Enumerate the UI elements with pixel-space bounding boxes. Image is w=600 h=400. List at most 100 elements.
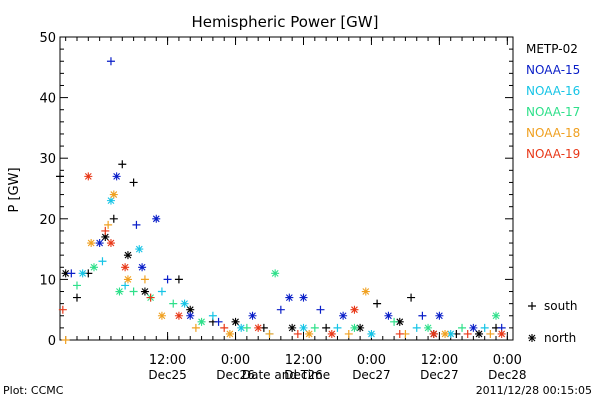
series-metp-02 (56, 160, 501, 338)
star-stroke (115, 287, 124, 296)
plus-stroke (390, 317, 399, 326)
plus-stroke (220, 323, 229, 332)
data-point (412, 323, 421, 332)
data-point (174, 275, 183, 284)
data-point (271, 269, 280, 278)
plus-stroke (72, 281, 81, 290)
plus-stroke (98, 257, 107, 266)
data-point (72, 281, 81, 290)
x-tick-label: 0:00 (221, 353, 250, 368)
data-point (339, 311, 348, 320)
plus-stroke (373, 299, 382, 308)
data-point (84, 172, 93, 181)
star-stroke (152, 214, 161, 223)
y-tick-label: 20 (39, 213, 56, 228)
plus-stroke (118, 160, 127, 169)
x-tick-label: 12:00 (421, 353, 458, 368)
star-stroke (492, 311, 501, 320)
star-stroke (528, 334, 536, 342)
data-point (356, 323, 365, 332)
plus-stroke (146, 293, 155, 302)
data-point (361, 287, 370, 296)
plus-stroke (276, 305, 285, 314)
data-point (186, 305, 195, 314)
data-point (242, 323, 251, 332)
legend-north-label: north (544, 331, 576, 345)
x-tick-label: 0:00 (493, 353, 522, 368)
data-point (288, 323, 297, 332)
y-tick-label: 50 (39, 31, 56, 46)
x-tick-date-label: Dec27 (420, 368, 459, 382)
data-point (129, 178, 138, 187)
plot-credit: Plot: CCMC (3, 384, 64, 397)
data-point (316, 305, 325, 314)
data-point (58, 305, 67, 314)
data-point (350, 305, 359, 314)
plus-stroke (56, 172, 64, 181)
data-point (109, 214, 118, 223)
star-stroke (157, 311, 166, 320)
star-stroke (497, 329, 506, 338)
star-stroke (89, 263, 98, 272)
y-tick-label: 30 (39, 152, 56, 167)
star-stroke (339, 311, 348, 320)
data-point (118, 160, 127, 169)
star-stroke (101, 232, 110, 241)
star-stroke (441, 329, 450, 338)
data-point (140, 287, 149, 296)
data-point (61, 336, 70, 344)
x-tick-date-label: Dec27 (352, 368, 391, 382)
star-stroke (446, 329, 455, 338)
data-point (333, 323, 342, 332)
data-point (123, 251, 132, 260)
plus-stroke (163, 275, 172, 284)
data-point (458, 323, 467, 332)
plus-stroke (407, 293, 416, 302)
data-point (407, 293, 416, 302)
data-point (191, 323, 200, 332)
legend-entry: METP-02 (526, 42, 578, 56)
axes: 0102030405012:00Dec250:00Dec2612:00Dec26… (7, 31, 527, 382)
data-point (78, 269, 87, 278)
legend-entry: NOAA-15 (526, 63, 580, 77)
plus-stroke (140, 275, 149, 284)
data-point (140, 275, 149, 284)
data-points (56, 57, 506, 344)
plus-stroke (121, 281, 130, 290)
star-stroke (429, 329, 438, 338)
data-point (112, 172, 121, 181)
data-point (424, 323, 433, 332)
data-point (106, 196, 115, 205)
star-stroke (87, 239, 96, 248)
star-stroke (384, 311, 393, 320)
plus-stroke (132, 220, 141, 229)
star-stroke (356, 323, 365, 332)
data-point (101, 226, 110, 235)
data-point (132, 220, 141, 229)
star-stroke (186, 305, 195, 314)
star-stroke (106, 196, 115, 205)
star-stroke (288, 323, 297, 332)
x-tick-date-label: Dec26 (216, 368, 255, 382)
data-point (106, 57, 115, 66)
data-point (254, 323, 263, 332)
data-point (135, 245, 144, 254)
star-stroke (327, 329, 336, 338)
star-stroke (367, 329, 376, 338)
star-stroke (469, 323, 478, 332)
data-point (299, 293, 308, 302)
data-point (101, 232, 110, 241)
plus-stroke (333, 323, 342, 332)
data-point (475, 329, 484, 338)
data-point (180, 299, 189, 308)
y-axis-label: P [GW] (7, 167, 22, 212)
star-stroke (299, 323, 308, 332)
star-stroke (180, 299, 189, 308)
plus-stroke (528, 302, 536, 310)
star-stroke (186, 311, 195, 320)
x-tick-label: 0:00 (357, 353, 386, 368)
data-point (95, 239, 104, 248)
series-noaa-19 (58, 172, 506, 338)
data-point (344, 329, 353, 338)
data-point (429, 329, 438, 338)
